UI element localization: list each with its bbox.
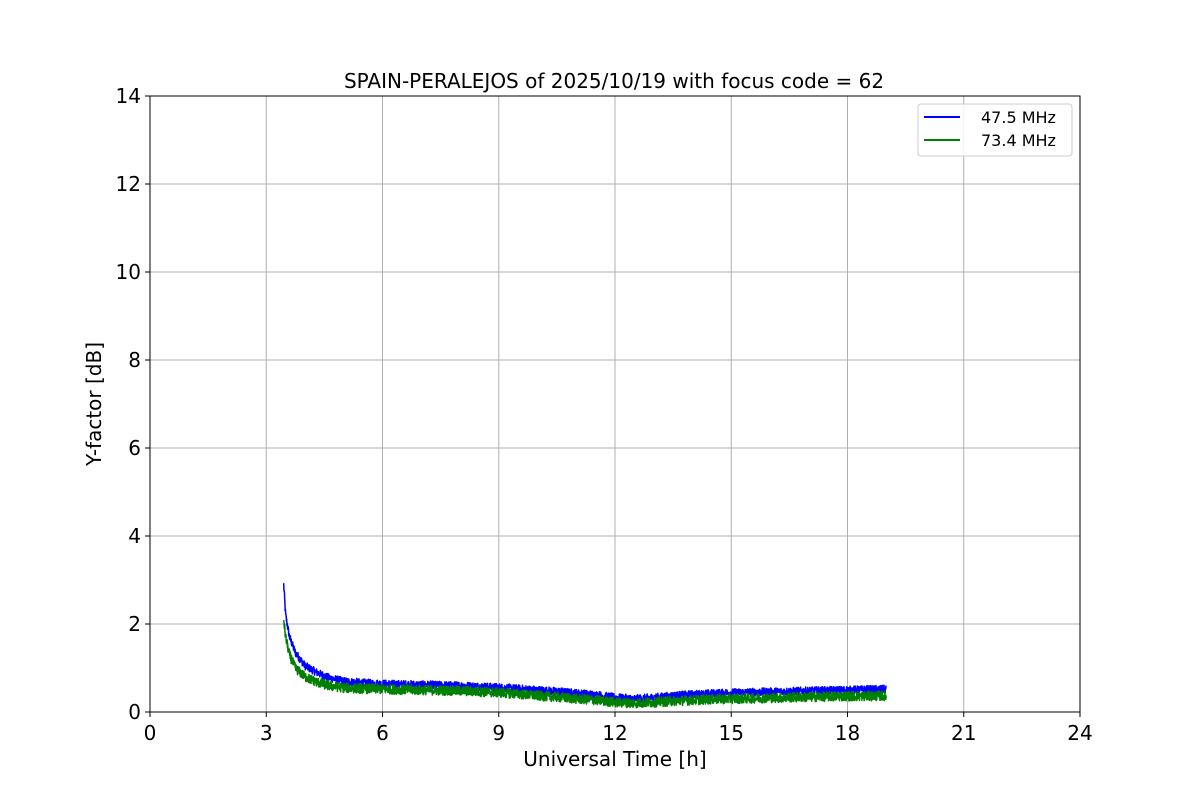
x-tick-label: 6 [376, 721, 389, 745]
x-axis-label: Universal Time [h] [523, 747, 706, 771]
x-tick-label: 0 [144, 721, 157, 745]
x-tick-label: 15 [719, 721, 744, 745]
y-tick-label: 6 [128, 436, 141, 460]
y-tick-label: 2 [128, 612, 141, 636]
x-tick-label: 21 [951, 721, 976, 745]
series-line-1 [282, 620, 887, 709]
x-tick-label: 3 [260, 721, 273, 745]
series-line-0 [282, 583, 887, 704]
x-tick-label: 9 [492, 721, 505, 745]
y-tick-label: 12 [116, 172, 141, 196]
legend: 47.5 MHz 73.4 MHz [917, 103, 1073, 157]
legend-label-73-4-mhz: 73.4 MHz [981, 131, 1056, 150]
series-layer [282, 583, 887, 709]
y-axis: 0 2 4 6 8 10 12 14 [116, 84, 150, 724]
x-tick-label: 12 [602, 721, 627, 745]
grid [149, 95, 1081, 713]
y-tick-label: 0 [128, 700, 141, 724]
y-tick-label: 14 [116, 84, 141, 108]
x-axis: 0 3 6 9 12 15 18 21 24 [144, 712, 1093, 745]
y-tick-label: 4 [128, 524, 141, 548]
y-axis-label: Y-factor [dB] [82, 342, 106, 467]
x-tick-label: 18 [835, 721, 860, 745]
y-tick-label: 10 [116, 260, 141, 284]
chart-title: SPAIN-PERALEJOS of 2025/10/19 with focus… [344, 69, 884, 93]
legend-label-47-5-mhz: 47.5 MHz [981, 108, 1056, 127]
x-tick-label: 24 [1067, 721, 1092, 745]
y-tick-label: 8 [128, 348, 141, 372]
